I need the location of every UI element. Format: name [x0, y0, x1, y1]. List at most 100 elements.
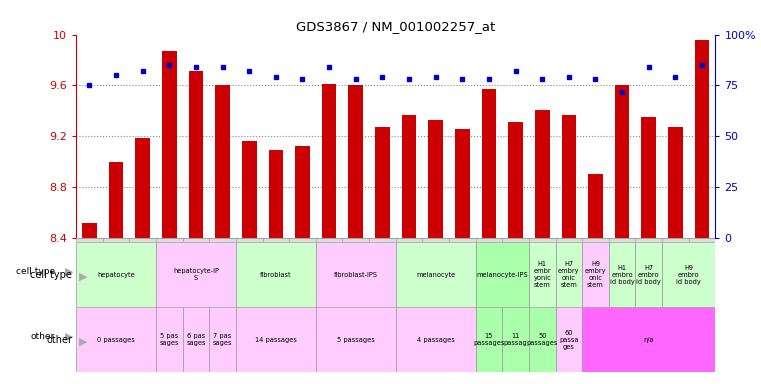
Title: GDS3867 / NM_001002257_at: GDS3867 / NM_001002257_at — [296, 20, 495, 33]
Bar — [183, 238, 209, 242]
Text: H1
embro
id body: H1 embro id body — [610, 265, 635, 285]
Text: 5 pas
sages: 5 pas sages — [160, 333, 179, 346]
Bar — [668, 127, 683, 238]
Bar — [635, 242, 662, 307]
Text: ▶: ▶ — [65, 266, 73, 276]
Bar — [476, 307, 502, 372]
Text: 15
passages: 15 passages — [473, 333, 505, 346]
Text: 50
passages: 50 passages — [527, 333, 558, 346]
Bar — [103, 238, 129, 242]
Text: 11
passag: 11 passag — [504, 333, 527, 346]
Bar — [556, 242, 582, 307]
Bar — [135, 137, 150, 238]
Bar — [396, 307, 476, 372]
Bar — [695, 40, 709, 238]
Bar — [588, 174, 603, 238]
Bar — [449, 238, 476, 242]
Bar — [236, 242, 316, 307]
Bar — [609, 238, 635, 242]
Bar — [642, 117, 656, 238]
Bar — [209, 307, 236, 372]
Bar — [156, 307, 183, 372]
Bar — [316, 238, 342, 242]
Text: hepatocyte-iP
S: hepatocyte-iP S — [173, 268, 219, 281]
Bar — [662, 238, 689, 242]
Bar — [183, 307, 209, 372]
Bar — [609, 242, 635, 307]
Bar — [162, 51, 177, 238]
Bar — [156, 242, 236, 307]
Bar — [529, 307, 556, 372]
Bar — [482, 89, 496, 238]
Bar — [502, 238, 529, 242]
Bar — [76, 238, 103, 242]
Text: other: other — [46, 335, 72, 345]
Bar — [635, 238, 662, 242]
Bar — [556, 238, 582, 242]
Text: fibroblast-IPS: fibroblast-IPS — [334, 271, 377, 278]
Text: 7 pas
sages: 7 pas sages — [213, 333, 232, 346]
Text: n/a: n/a — [644, 337, 654, 343]
Bar — [236, 307, 316, 372]
Text: 14 passages: 14 passages — [255, 337, 297, 343]
Text: cell type: cell type — [16, 267, 55, 276]
Bar — [215, 86, 230, 238]
Bar — [342, 238, 369, 242]
Text: ▶: ▶ — [72, 336, 88, 346]
Bar — [535, 109, 549, 238]
Bar — [529, 238, 556, 242]
Bar — [582, 242, 609, 307]
Text: 5 passages: 5 passages — [337, 337, 374, 343]
Bar — [428, 120, 443, 238]
Bar — [422, 238, 449, 242]
Bar — [289, 238, 316, 242]
Bar — [476, 238, 502, 242]
Bar — [689, 238, 715, 242]
Bar — [562, 115, 576, 238]
Text: H7
embry
onic
stem: H7 embry onic stem — [558, 261, 580, 288]
Text: 60
passa
ges: 60 passa ges — [559, 330, 578, 350]
Bar — [502, 307, 529, 372]
Bar — [582, 307, 715, 372]
Bar — [615, 86, 629, 238]
Bar — [236, 238, 263, 242]
Bar — [82, 223, 97, 238]
Bar — [269, 150, 283, 238]
Bar — [322, 84, 336, 238]
Bar — [242, 141, 256, 238]
Text: H9
embro
id body: H9 embro id body — [677, 265, 701, 285]
Text: melanocyte: melanocyte — [416, 271, 455, 278]
Bar — [396, 238, 422, 242]
Bar — [529, 242, 556, 307]
Bar — [189, 71, 203, 238]
Bar — [349, 86, 363, 238]
Text: ▶: ▶ — [72, 271, 88, 281]
Text: H1
embr
yonic
stem: H1 embr yonic stem — [533, 261, 551, 288]
Text: H7
embro
id body: H7 embro id body — [636, 265, 661, 285]
Bar — [76, 242, 156, 307]
Bar — [316, 307, 396, 372]
Bar — [263, 238, 289, 242]
Bar — [375, 127, 390, 238]
Bar — [295, 147, 310, 238]
Bar — [316, 242, 396, 307]
Text: cell type: cell type — [30, 270, 72, 280]
Bar — [396, 242, 476, 307]
Bar — [156, 238, 183, 242]
Bar — [369, 238, 396, 242]
Bar — [476, 242, 529, 307]
Bar — [508, 122, 523, 238]
Bar — [556, 307, 582, 372]
Text: other: other — [30, 332, 55, 341]
Text: H9
embry
onic
stem: H9 embry onic stem — [584, 261, 607, 288]
Bar — [582, 238, 609, 242]
Text: melanocyte-IPS: melanocyte-IPS — [476, 271, 528, 278]
Bar — [662, 242, 715, 307]
Text: 4 passages: 4 passages — [417, 337, 454, 343]
Bar — [76, 307, 156, 372]
Text: 6 pas
sages: 6 pas sages — [186, 333, 205, 346]
Text: ▶: ▶ — [65, 331, 73, 342]
Bar — [402, 115, 416, 238]
Bar — [129, 238, 156, 242]
Text: fibroblast: fibroblast — [260, 271, 291, 278]
